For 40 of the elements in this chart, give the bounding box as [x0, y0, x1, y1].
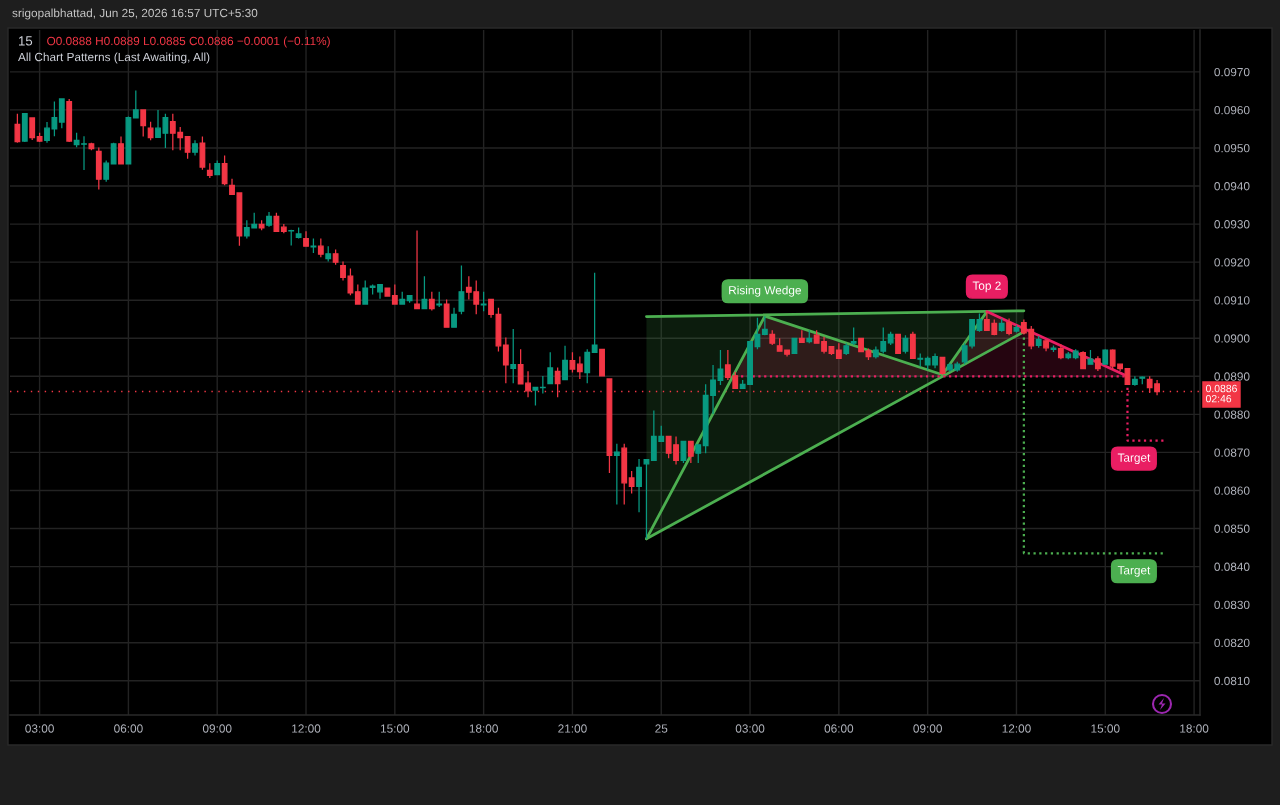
annotation: Target — [1117, 566, 1151, 577]
text: srigopalbhattad, Jun 25, 2026 16:57 UTC+5:30 — [12, 8, 258, 20]
y-tick-label: 0.0900 — [1214, 334, 1250, 343]
x-tick-label: 12:00 — [1002, 724, 1031, 733]
x-tick-label: 03:00 — [25, 724, 54, 733]
y-tick-label: 0.0960 — [1214, 105, 1250, 115]
y-tick-label: 0.0850 — [1214, 524, 1250, 533]
x-tick-label: 06:00 — [824, 724, 854, 733]
chart-title: 15 — [19, 36, 33, 46]
x-tick-label: 15:00 — [380, 724, 410, 733]
annotation: O0.0888 H0.0889 L0.0885 C0.0886 −0.0001 (−0.11%) — [47, 36, 330, 48]
text: All Chart Patterns (Last Awaiting, All) — [18, 52, 210, 64]
ref-line-label: 0.0886 02:46 — [1205, 384, 1237, 403]
y-tick-label: 0.0890 — [1214, 372, 1250, 381]
x-tick-label: 09:00 — [202, 724, 232, 733]
y-tick-label: 0.0950 — [1214, 144, 1250, 153]
y-tick-label: 0.0880 — [1214, 410, 1250, 419]
annotation: Top 2 — [972, 281, 1001, 293]
y-tick-label: 0.0930 — [1214, 220, 1250, 229]
y-tick-label: 0.0860 — [1214, 486, 1250, 495]
x-tick-label: 18:00 — [1180, 724, 1209, 733]
y-tick-label: 0.0830 — [1214, 600, 1250, 610]
annotation: Target — [1117, 453, 1151, 465]
y-tick-label: 0.0820 — [1214, 638, 1250, 648]
y-tick-label: 0.0940 — [1214, 182, 1250, 191]
annotation: Rising Wedge — [729, 285, 801, 297]
x-tick-label: 12:00 — [292, 724, 321, 733]
y-tick-label: 0.0970 — [1214, 67, 1250, 77]
x-tick-label: 09:00 — [913, 724, 942, 733]
y-tick-label: 0.0840 — [1214, 562, 1250, 571]
x-tick-label: 15:00 — [1091, 724, 1120, 733]
x-tick-label: 18:00 — [469, 724, 498, 733]
y-tick-label: 0.0910 — [1214, 296, 1250, 305]
x-tick-label: 25 — [655, 724, 668, 733]
y-tick-label: 0.0920 — [1214, 258, 1250, 267]
x-tick-label: 06:00 — [114, 724, 143, 733]
y-tick-label: 0.0810 — [1214, 676, 1250, 686]
x-tick-label: 21:00 — [558, 724, 587, 733]
y-tick-label: 0.0870 — [1214, 448, 1250, 457]
x-tick-label: 03:00 — [735, 724, 765, 733]
